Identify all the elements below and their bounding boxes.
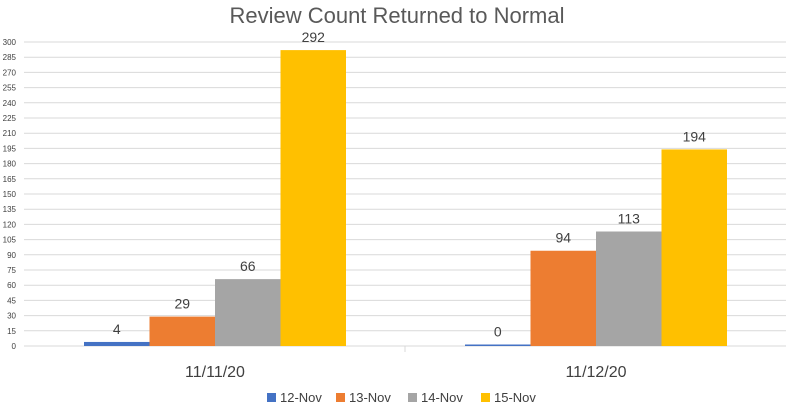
data-label: 194	[683, 128, 707, 144]
data-label: 4	[113, 321, 121, 337]
legend-swatch	[481, 393, 490, 402]
y-tick-label: 75	[7, 266, 16, 275]
y-tick-label: 180	[3, 160, 17, 169]
y-tick-label: 15	[7, 327, 16, 336]
y-tick-label: 210	[3, 129, 17, 138]
y-tick-label: 270	[3, 68, 17, 77]
bar-13-nov-0	[149, 316, 215, 346]
y-tick-label: 255	[3, 84, 17, 93]
legend-swatch	[336, 393, 345, 402]
bar-15-nov-0	[280, 50, 346, 347]
bar-14-nov-0	[215, 279, 281, 346]
data-labels: 4 29 66 292 0 94 113 194	[113, 29, 706, 339]
legend-label: 15-Nov	[494, 390, 536, 405]
chart-title: Review Count Returned to Normal	[229, 3, 564, 28]
y-tick-label: 60	[7, 281, 16, 290]
data-label: 292	[302, 29, 326, 45]
bar-12-nov-0	[84, 341, 150, 346]
bars-layer	[84, 50, 727, 347]
data-label: 113	[618, 210, 641, 226]
bar-13-nov-1	[530, 250, 596, 346]
y-tick-label: 300	[3, 38, 17, 47]
legend-item-13-nov: 13-Nov	[336, 390, 391, 405]
y-tick-label: 30	[7, 312, 16, 321]
x-axis: 11/11/20 11/12/20	[185, 346, 627, 381]
legend-label: 12-Nov	[280, 390, 322, 405]
legend-item-12-nov: 12-Nov	[267, 390, 322, 405]
y-tick-label: 90	[7, 251, 16, 260]
legend-label: 14-Nov	[421, 390, 463, 405]
data-label: 29	[174, 296, 190, 312]
y-tick-label: 195	[3, 144, 17, 153]
y-tick-label: 0	[12, 342, 17, 351]
data-label: 0	[494, 324, 502, 340]
y-tick-label: 225	[3, 114, 17, 123]
legend-item-14-nov: 14-Nov	[408, 390, 463, 405]
x-category-label: 11/11/20	[185, 364, 245, 381]
legend-swatch	[408, 393, 417, 402]
y-tick-label: 240	[3, 99, 17, 108]
grid-layer	[24, 41, 786, 347]
y-tick-label: 45	[7, 296, 16, 305]
y-tick-label: 165	[3, 175, 17, 184]
y-tick-label: 285	[3, 53, 17, 62]
legend-swatch	[267, 393, 276, 402]
y-tick-label: 120	[3, 220, 17, 229]
legend-label: 13-Nov	[349, 390, 391, 405]
y-tick-label: 135	[3, 205, 17, 214]
data-label: 66	[240, 258, 256, 274]
x-category-label: 11/12/20	[565, 364, 626, 381]
y-axis: 0 15 30 45 60 75 90 105 120 135 150 165 180 195 210 225…	[3, 38, 17, 351]
y-tick-label: 150	[3, 190, 17, 199]
bar-14-nov-1	[596, 231, 662, 346]
y-tick-label: 105	[3, 236, 17, 245]
legend: 12-Nov 13-Nov 14-Nov 15-Nov	[267, 390, 536, 405]
legend-item-15-nov: 15-Nov	[481, 390, 536, 405]
bar-15-nov-1	[661, 149, 727, 346]
data-label: 94	[555, 230, 571, 246]
bar-12-nov-1	[465, 344, 531, 346]
